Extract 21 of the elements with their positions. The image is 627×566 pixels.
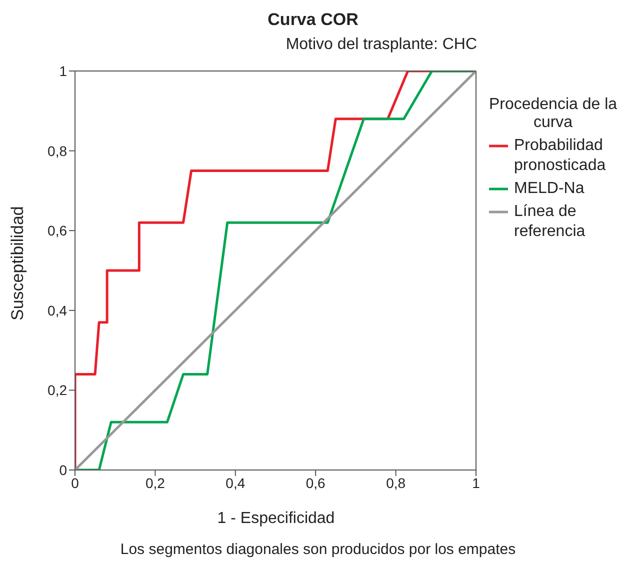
y-tick-label: 1 bbox=[59, 62, 68, 79]
x-axis-title: 1 - Especificidad bbox=[216, 510, 336, 528]
y-tick-label: 0,8 bbox=[48, 142, 68, 159]
y-tick-label: 0,2 bbox=[48, 382, 68, 398]
text: Los segmentos diagonales son producidos por los empates bbox=[119, 541, 517, 558]
x-tick-label: 0 bbox=[71, 474, 80, 491]
chart-subtitle: Motivo del trasplante: CHC bbox=[284, 36, 477, 54]
legend-title: Procedencia de la curva bbox=[488, 96, 618, 132]
legend-label: Línea de referencia bbox=[514, 202, 586, 242]
y-tick-label: 0 bbox=[59, 462, 68, 478]
x-tick-label: 0,4 bbox=[226, 474, 246, 491]
x-tick-label: 0,2 bbox=[145, 474, 166, 491]
y-tick-label: 0,4 bbox=[48, 302, 68, 318]
x-tick-label: 0,6 bbox=[306, 474, 326, 491]
legend-label: MELD-Na bbox=[514, 179, 584, 199]
y-tick-label: 0,6 bbox=[48, 222, 68, 239]
chart-title: Curva COR bbox=[266, 10, 360, 30]
x-tick-label: 0,8 bbox=[386, 474, 406, 491]
legend-label: Probabilidad pronosticada bbox=[514, 136, 607, 176]
y-axis-title: Susceptibilidad bbox=[8, 206, 28, 320]
x-tick-label: 1 bbox=[472, 474, 480, 491]
